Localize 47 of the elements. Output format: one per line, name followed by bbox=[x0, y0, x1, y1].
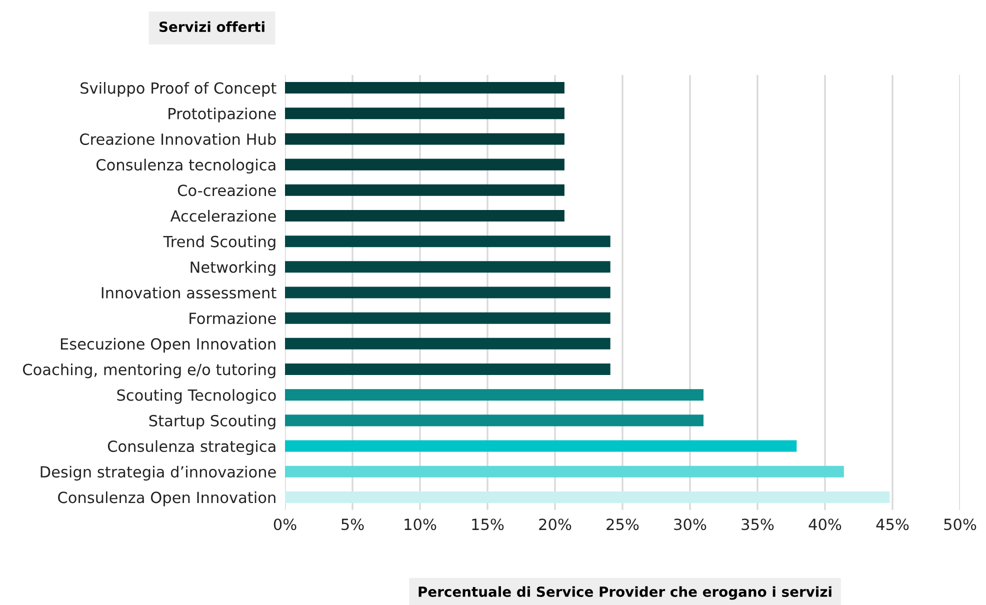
x-tick-label: 30% bbox=[674, 518, 706, 530]
bar bbox=[285, 414, 704, 426]
x-tick-label: 5% bbox=[342, 518, 364, 530]
x-tick-label: 35% bbox=[742, 518, 774, 530]
bar bbox=[285, 491, 890, 503]
x-axis-title: Percentuale di Service Provider che erogano i servizi bbox=[418, 586, 832, 600]
bar bbox=[285, 440, 797, 452]
bar bbox=[285, 184, 564, 196]
y-tick-label: Formazione bbox=[190, 312, 276, 324]
x-tick-label: 20% bbox=[539, 518, 572, 530]
bar bbox=[285, 389, 704, 401]
y-tick-label: Networking bbox=[190, 261, 276, 276]
x-tick-label: 0% bbox=[274, 518, 296, 530]
x-tick-label: 40% bbox=[808, 518, 842, 530]
y-tick-label: Accelerazione bbox=[170, 210, 276, 222]
x-tick-label: 25% bbox=[606, 518, 639, 530]
bar bbox=[285, 236, 610, 248]
bar bbox=[285, 286, 610, 298]
bar bbox=[285, 108, 564, 120]
bar bbox=[285, 210, 564, 222]
bar bbox=[285, 261, 610, 273]
y-tick-label: Trend Scouting bbox=[163, 236, 276, 250]
y-tick-label: Consulenza strategica bbox=[108, 440, 276, 456]
bar bbox=[285, 82, 564, 94]
y-tick-label: Coaching, mentoring e/o tutoring bbox=[22, 363, 276, 378]
y-tick-label: Co-creazione bbox=[178, 184, 276, 196]
bar bbox=[285, 364, 610, 376]
y-tick-label: Scouting Tecnologico bbox=[117, 389, 276, 404]
bar bbox=[285, 338, 610, 350]
bar bbox=[285, 312, 610, 324]
y-tick-label: Sviluppo Proof of Concept bbox=[80, 82, 276, 97]
bar bbox=[285, 466, 844, 478]
y-tick-label: Design strategia d’innovazione bbox=[40, 466, 276, 481]
y-tick-label: Consulenza tecnologica bbox=[96, 158, 276, 174]
x-tick-label: 10% bbox=[404, 518, 436, 530]
y-tick-label: Startup Scouting bbox=[149, 414, 276, 430]
x-tick-label: 45% bbox=[876, 518, 909, 530]
bar bbox=[285, 133, 564, 145]
x-tick-label: 50% bbox=[944, 518, 976, 530]
y-tick-label: Esecuzione Open Innovation bbox=[60, 338, 276, 353]
y-tick-label: Consulenza Open Innovation bbox=[58, 491, 276, 506]
bar bbox=[285, 158, 564, 170]
y-tick-label: Prototipazione bbox=[168, 108, 276, 122]
x-tick-label: 15% bbox=[472, 518, 504, 530]
y-axis-title: Servizi offerti bbox=[159, 21, 264, 32]
y-tick-label: Innovation assessment bbox=[102, 286, 276, 299]
y-tick-label: Creazione Innovation Hub bbox=[80, 133, 276, 145]
